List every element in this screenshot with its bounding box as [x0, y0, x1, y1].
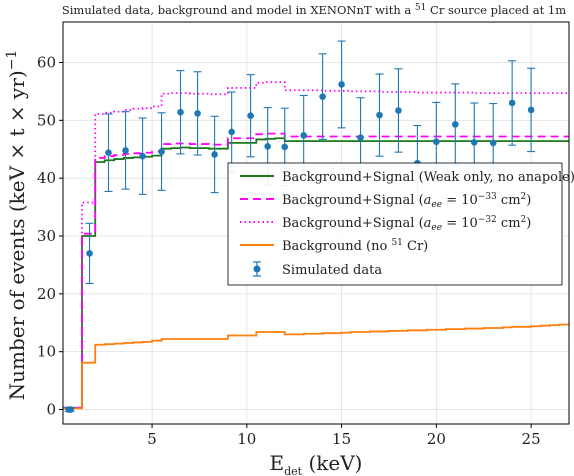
x-tick-label: 15 [332, 430, 351, 448]
data-point [211, 151, 218, 158]
model-lines [63, 81, 569, 410]
data-point [433, 138, 440, 146]
x-tick-label: 10 [237, 430, 256, 448]
legend: Background+Signal (Weak only, no anapole… [227, 162, 574, 286]
data-point [247, 112, 254, 120]
data-point [451, 121, 459, 128]
data-point [86, 250, 93, 257]
legend-label-data: Simulated data [282, 263, 382, 278]
data-point [508, 99, 516, 107]
data-point [300, 132, 307, 139]
data-point [470, 139, 478, 146]
data-point [338, 81, 345, 88]
data-point [177, 108, 184, 116]
legend-marker-data [253, 261, 261, 277]
y-tick-label: 50 [37, 111, 56, 129]
plot-frame [62, 21, 570, 425]
data-point [527, 106, 535, 114]
legend-label-32: Background+Signal (aee = 10−32 cm2) [282, 215, 531, 233]
y-tick-label: 60 [37, 53, 56, 71]
data-point [122, 147, 129, 154]
data-point [281, 143, 289, 151]
data-point [194, 110, 201, 117]
data-point [264, 143, 271, 150]
data-point [228, 128, 235, 136]
y-tick-label: 20 [37, 285, 56, 303]
series-line-3 [63, 323, 569, 410]
x-tick-label: 5 [147, 430, 157, 448]
series-line-1 [63, 132, 569, 409]
y-tick-label: 40 [37, 169, 56, 187]
axis-ticks: 5 10 15 20 25 0 10 20 30 40 50 60 [37, 53, 541, 448]
data-point [158, 148, 165, 155]
y-tick-label: 10 [37, 343, 56, 361]
legend-label-background: Background (no 51 Cr) [282, 238, 428, 254]
y-tick-label: 30 [37, 227, 56, 245]
series-line-0 [63, 137, 569, 409]
data-point [376, 111, 383, 119]
x-tick-label: 25 [522, 430, 541, 448]
x-axis-label: Edet (keV) [270, 451, 363, 476]
data-point [105, 149, 112, 157]
data-point [489, 139, 497, 147]
data-point [319, 93, 326, 100]
data-point [139, 152, 146, 160]
data-point [395, 107, 402, 114]
series-line-2 [63, 81, 569, 409]
y-axis-label: Number of events (keV × t × yr)−1 [4, 50, 29, 401]
chart-title: Simulated data, background and model in … [62, 3, 566, 17]
legend-label-33: Background+Signal (aee = 10−33 cm2) [282, 192, 531, 210]
legend-label-weak: Background+Signal (Weak only, no anapole… [282, 170, 574, 185]
y-tick-label: 0 [46, 401, 56, 419]
legend-box [227, 162, 563, 286]
x-tick-label: 20 [427, 430, 446, 448]
data-point [67, 406, 74, 413]
data-point [357, 134, 364, 141]
